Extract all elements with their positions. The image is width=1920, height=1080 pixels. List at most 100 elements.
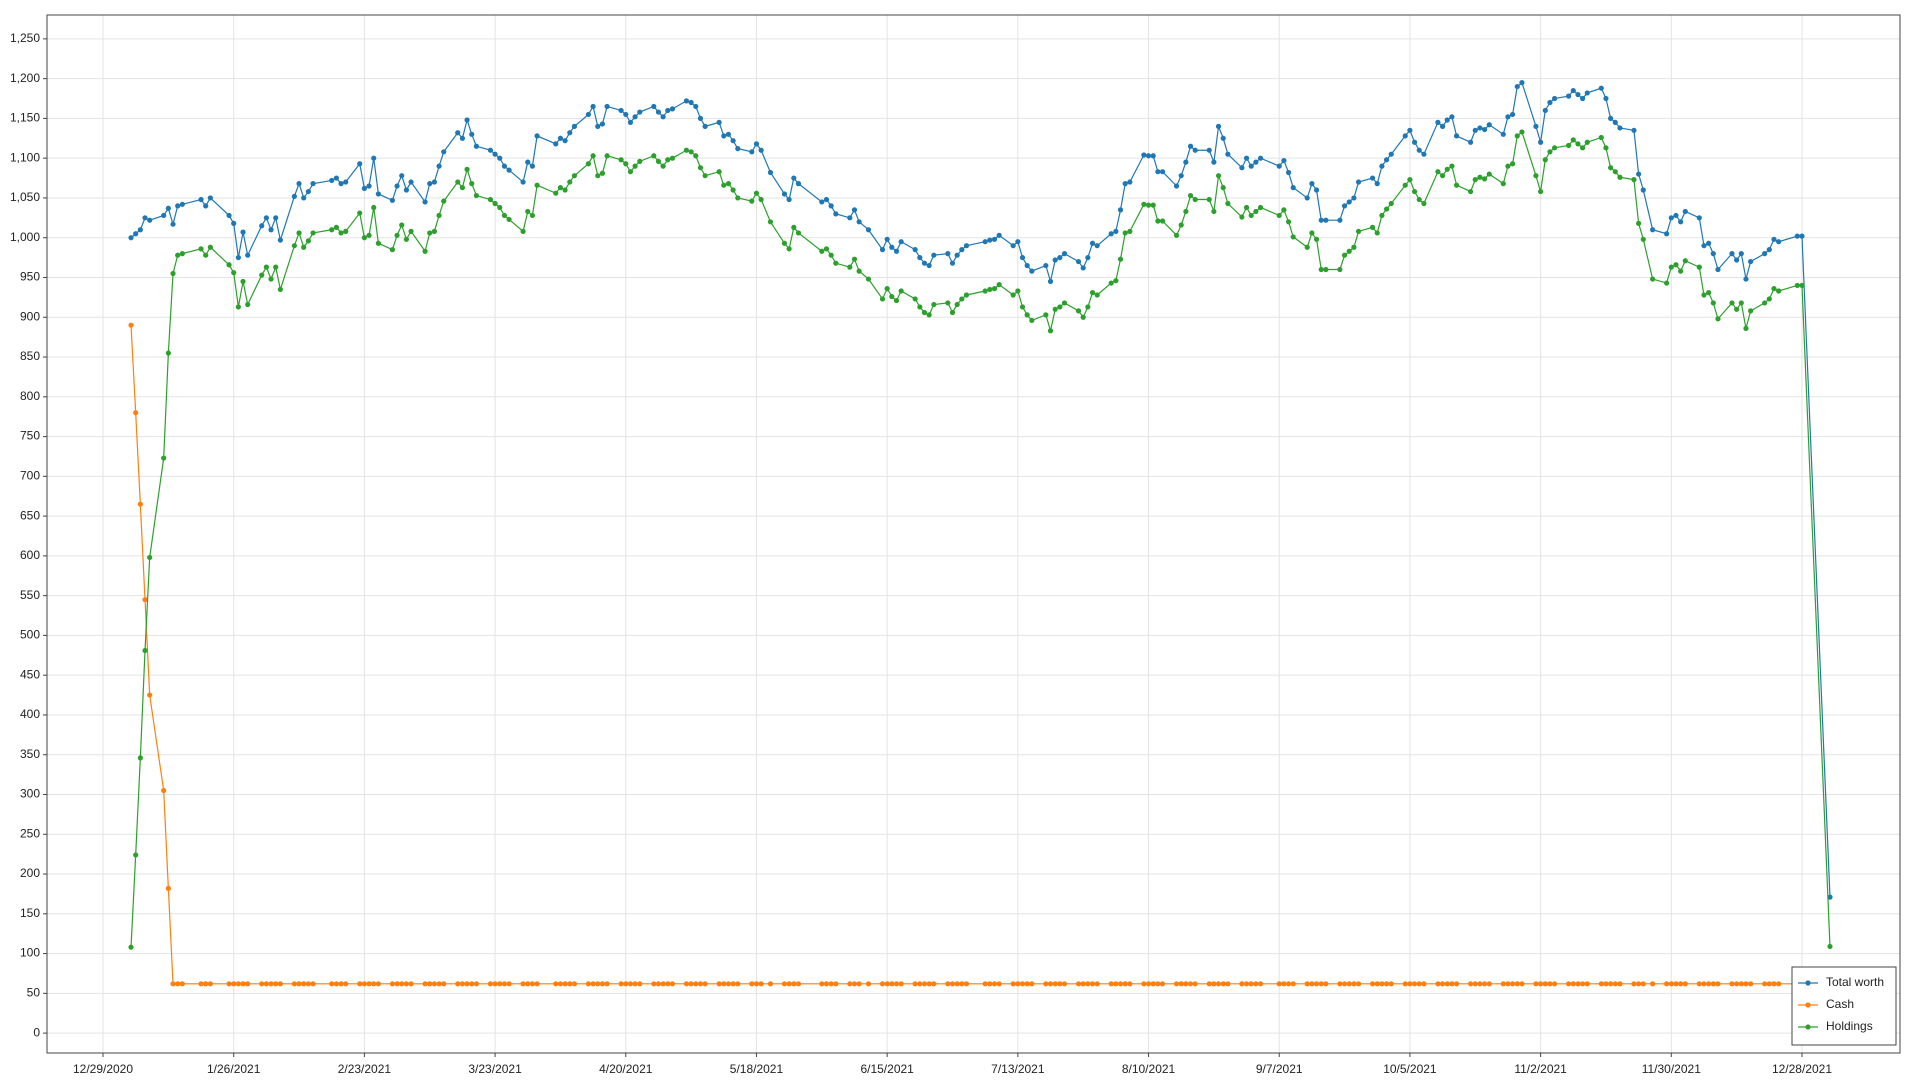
data-point xyxy=(501,163,508,169)
data-point xyxy=(137,755,143,761)
data-point xyxy=(459,981,466,987)
data-point xyxy=(1019,981,1026,987)
data-point xyxy=(497,155,503,161)
data-point xyxy=(1696,215,1702,221)
data-point xyxy=(1505,114,1511,120)
data-point xyxy=(557,185,564,191)
data-point xyxy=(627,981,634,987)
data-point xyxy=(1762,251,1768,257)
data-point xyxy=(1374,981,1380,987)
data-point xyxy=(207,244,213,250)
data-point xyxy=(1598,134,1604,141)
data-point xyxy=(683,147,690,153)
data-point xyxy=(399,173,405,179)
data-point xyxy=(273,215,279,221)
data-point xyxy=(1664,231,1670,237)
data-point xyxy=(599,121,606,127)
data-point xyxy=(1449,114,1455,120)
data-point xyxy=(128,322,134,328)
data-point xyxy=(1509,981,1516,987)
legend-label: Total worth xyxy=(1826,975,1884,989)
data-point xyxy=(1603,981,1609,987)
data-point xyxy=(1155,169,1161,175)
data-point xyxy=(310,230,316,236)
data-point xyxy=(1379,981,1385,987)
x-tick-label: 12/28/2021 xyxy=(1772,1062,1832,1076)
data-point xyxy=(1608,165,1614,171)
data-point xyxy=(403,236,409,242)
data-point xyxy=(1187,192,1194,199)
data-point xyxy=(1519,80,1525,86)
data-point xyxy=(1127,228,1133,234)
y-tick-label: 700 xyxy=(20,469,40,483)
x-tick-label: 12/29/2020 xyxy=(73,1062,133,1076)
y-tick-label: 550 xyxy=(20,588,40,602)
y-tick-label: 1,150 xyxy=(10,111,40,125)
data-point xyxy=(198,196,204,203)
data-point xyxy=(1486,171,1492,177)
data-point xyxy=(427,181,433,187)
data-point xyxy=(1467,139,1474,145)
data-point xyxy=(987,237,993,243)
data-point xyxy=(1010,981,1016,987)
data-point xyxy=(931,301,937,308)
data-point xyxy=(273,981,279,987)
data-point xyxy=(1477,981,1483,987)
y-tick-label: 1,000 xyxy=(10,230,40,244)
data-point xyxy=(1085,981,1091,987)
data-point xyxy=(1355,179,1362,185)
data-point xyxy=(464,166,470,172)
data-point xyxy=(1206,196,1212,203)
data-point xyxy=(590,153,596,159)
data-point xyxy=(1467,981,1474,987)
data-point xyxy=(1500,181,1506,187)
data-point xyxy=(1257,204,1264,211)
data-point xyxy=(1323,217,1329,223)
data-point xyxy=(1748,308,1754,314)
data-point xyxy=(1481,176,1488,182)
data-point xyxy=(525,981,531,987)
data-point xyxy=(1192,147,1198,153)
data-point xyxy=(847,981,853,987)
data-point xyxy=(431,179,438,185)
data-point xyxy=(1379,212,1385,219)
data-point xyxy=(1640,236,1646,242)
data-point xyxy=(408,228,414,234)
data-point xyxy=(529,163,536,169)
data-point xyxy=(1584,90,1590,96)
data-point xyxy=(1369,175,1376,181)
data-point xyxy=(604,153,610,159)
data-point xyxy=(375,191,381,197)
data-point xyxy=(721,133,727,139)
data-point xyxy=(959,296,965,302)
data-point xyxy=(1612,169,1618,175)
data-point xyxy=(1486,981,1492,987)
x-tick-label: 11/2/2021 xyxy=(1514,1062,1567,1076)
data-point xyxy=(128,944,134,950)
data-point xyxy=(1374,181,1380,187)
data-point xyxy=(912,247,918,253)
data-point xyxy=(791,175,797,181)
data-point xyxy=(147,554,153,561)
data-point xyxy=(1355,981,1362,987)
data-point xyxy=(1285,981,1292,987)
data-point xyxy=(1141,981,1147,987)
data-point xyxy=(422,248,428,254)
data-point xyxy=(525,159,531,165)
data-point xyxy=(203,203,209,209)
data-point xyxy=(473,192,480,199)
data-point xyxy=(1472,981,1478,987)
data-point xyxy=(688,149,694,155)
data-point xyxy=(375,240,381,246)
data-point xyxy=(1612,981,1618,987)
data-point xyxy=(240,981,246,987)
data-point xyxy=(851,207,858,213)
data-point xyxy=(585,161,592,167)
data-point xyxy=(1346,199,1352,205)
data-point xyxy=(730,187,736,193)
data-point xyxy=(1313,981,1320,987)
data-point xyxy=(1117,207,1124,213)
data-point xyxy=(1141,152,1147,158)
data-point xyxy=(1206,147,1212,153)
